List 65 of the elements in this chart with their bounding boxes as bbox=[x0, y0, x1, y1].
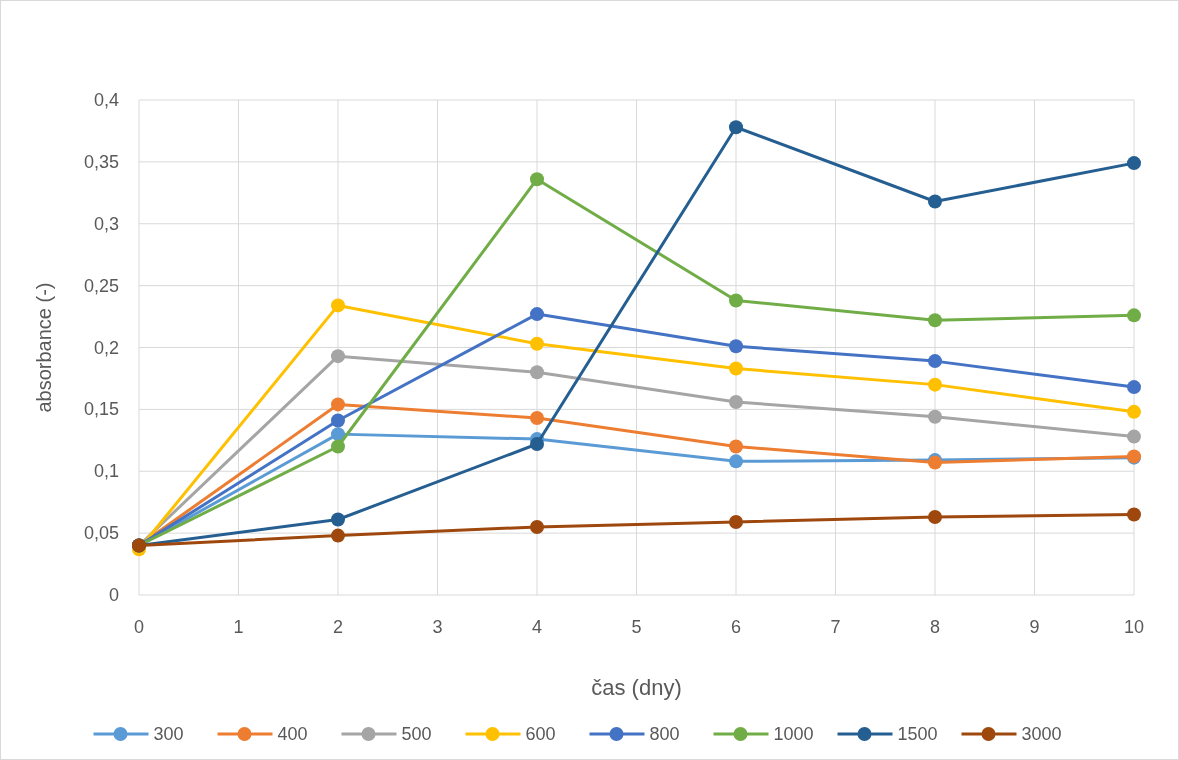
y-tick-label: 0,3 bbox=[93, 213, 119, 234]
point bbox=[1127, 404, 1141, 419]
point bbox=[928, 409, 942, 424]
x-tick-label: 0 bbox=[133, 617, 145, 637]
point bbox=[331, 397, 345, 412]
x-tick-label: 5 bbox=[631, 617, 642, 637]
legend-label: 1000 bbox=[773, 724, 814, 744]
point bbox=[928, 313, 942, 328]
y-tick-label: 0,35 bbox=[83, 151, 119, 172]
legend-label: 600 bbox=[525, 724, 556, 744]
point bbox=[729, 439, 743, 454]
point bbox=[530, 172, 544, 187]
point bbox=[530, 365, 544, 380]
y-tick-label: 0,2 bbox=[93, 337, 119, 358]
point bbox=[1127, 507, 1141, 522]
point bbox=[530, 307, 544, 322]
y-tick-label: 0,1 bbox=[93, 461, 119, 482]
x-tick-label: 4 bbox=[531, 617, 543, 637]
point bbox=[331, 298, 345, 313]
point bbox=[331, 512, 345, 527]
point bbox=[729, 361, 743, 376]
point bbox=[928, 377, 942, 392]
point bbox=[331, 427, 345, 442]
point bbox=[530, 411, 544, 426]
legend-label: 400 bbox=[277, 724, 308, 744]
legend-label: 800 bbox=[649, 724, 680, 744]
y-axis-title: absorbance (-) bbox=[33, 282, 55, 413]
point bbox=[729, 293, 743, 308]
point bbox=[729, 339, 743, 354]
point bbox=[729, 120, 743, 135]
y-tick-label: 0,15 bbox=[83, 399, 119, 420]
x-tick-label: 1 bbox=[233, 617, 244, 637]
point bbox=[1127, 156, 1141, 171]
y-tick-label: 0 bbox=[108, 585, 119, 605]
x-tick-label: 7 bbox=[830, 617, 841, 637]
y-tick-label: 0,05 bbox=[83, 523, 119, 544]
point bbox=[729, 394, 743, 409]
x-tick-label: 6 bbox=[730, 617, 742, 637]
point bbox=[530, 336, 544, 351]
y-tick-label: 0,25 bbox=[83, 275, 119, 296]
x-tick-label: 9 bbox=[1029, 617, 1040, 637]
legend-label: 500 bbox=[401, 724, 432, 744]
x-tick-label: 2 bbox=[332, 617, 344, 637]
x-axis-title: čas (dny) bbox=[591, 675, 682, 700]
point bbox=[928, 510, 942, 525]
y-tick-label: 0,4 bbox=[93, 90, 119, 110]
point bbox=[1127, 429, 1141, 444]
point bbox=[1127, 380, 1141, 395]
x-tick-label: 8 bbox=[929, 617, 941, 637]
x-tick-label: 3 bbox=[432, 617, 443, 637]
point bbox=[331, 413, 345, 428]
point bbox=[729, 454, 743, 469]
point bbox=[928, 354, 942, 369]
point bbox=[729, 514, 743, 529]
legend-label: 300 bbox=[153, 724, 184, 744]
point bbox=[530, 437, 544, 452]
point bbox=[331, 439, 345, 454]
point bbox=[331, 528, 345, 543]
legend-label: 3000 bbox=[1021, 724, 1062, 744]
point bbox=[1127, 308, 1141, 323]
legend-label: 1500 bbox=[897, 724, 938, 744]
x-tick-label: 10 bbox=[1123, 617, 1145, 637]
point bbox=[928, 194, 942, 209]
point bbox=[530, 519, 544, 534]
point bbox=[331, 349, 345, 364]
